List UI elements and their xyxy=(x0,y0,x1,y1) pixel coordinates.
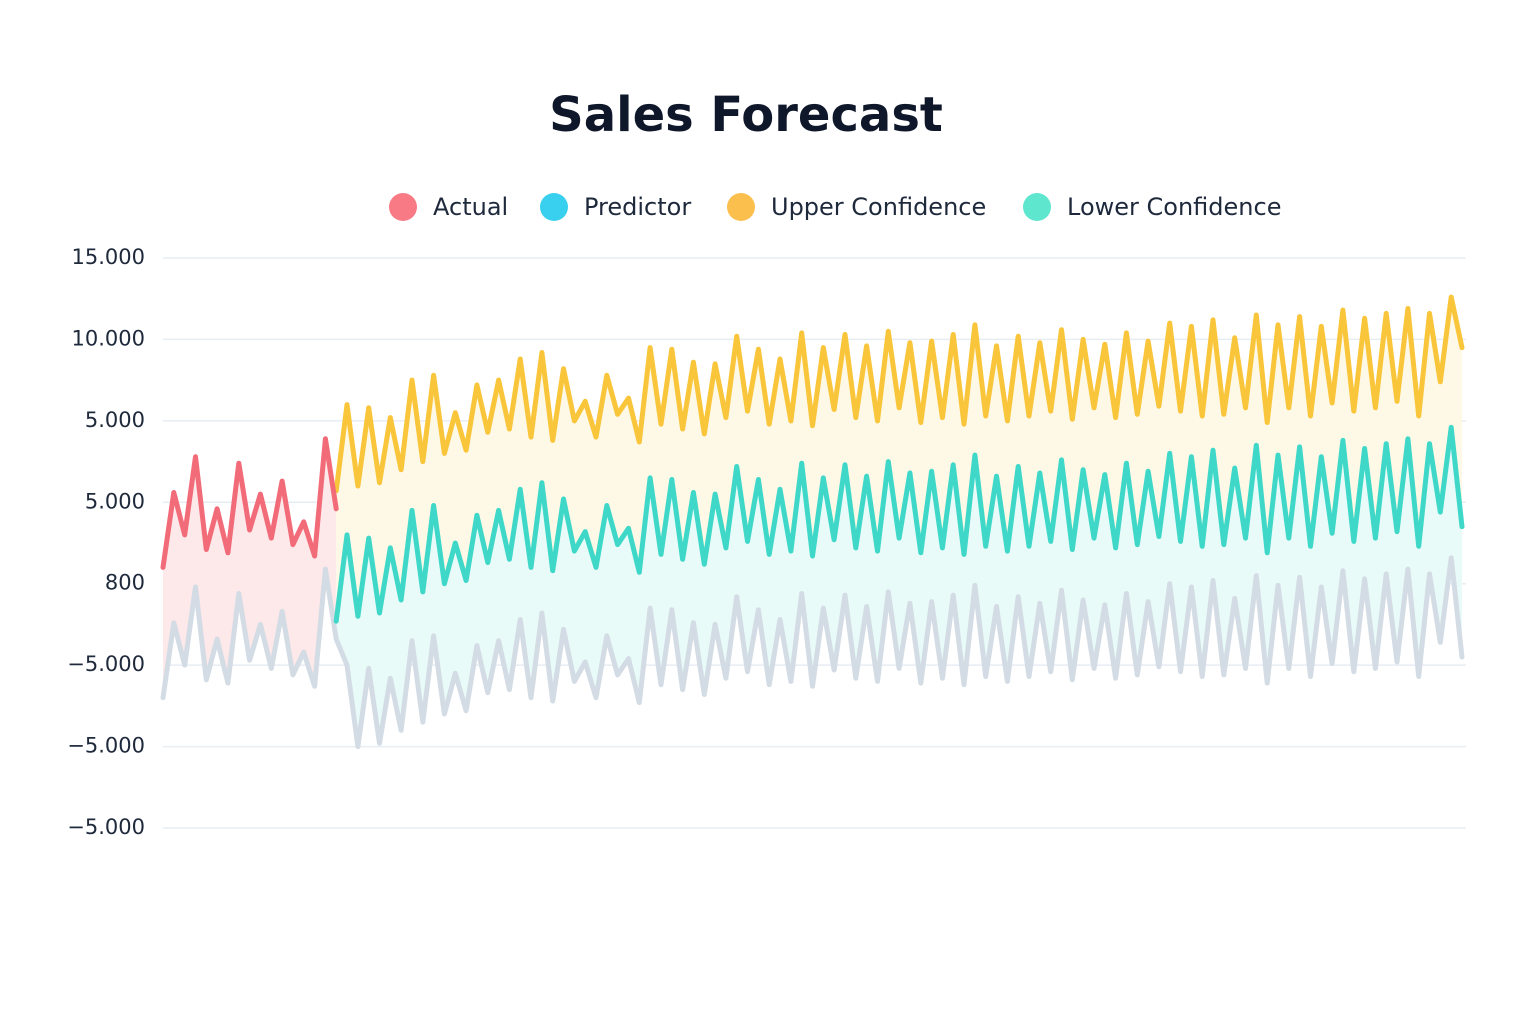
legend-label: Predictor xyxy=(584,193,691,221)
legend-label: Actual xyxy=(433,193,508,221)
series-line xyxy=(333,294,1465,494)
series-line xyxy=(160,555,1465,750)
band-area xyxy=(163,438,337,698)
y-tick-label: 15.000 xyxy=(72,245,145,269)
y-tick-label: 5.000 xyxy=(85,489,145,513)
legend-swatch xyxy=(727,193,755,221)
series-line xyxy=(160,436,339,570)
legend-swatch xyxy=(389,193,417,221)
lines xyxy=(160,294,1465,750)
series-line xyxy=(333,424,1465,624)
chart-title: Sales Forecast xyxy=(549,87,943,143)
y-tick-label: −5.000 xyxy=(67,815,145,839)
legend-swatch xyxy=(1023,193,1051,221)
y-tick-label: 10.000 xyxy=(72,326,145,350)
legend-label: Lower Confidence xyxy=(1067,193,1281,221)
y-tick-label: 5.000 xyxy=(85,408,145,432)
y-tick-label: −5.000 xyxy=(67,652,145,676)
y-tick-label: −5.000 xyxy=(67,734,145,758)
legend-label: Upper Confidence xyxy=(771,193,986,221)
y-tick-label: 800 xyxy=(105,571,145,595)
legend: Actual Predictor Upper Confidence Lower Con… xyxy=(389,193,1281,221)
legend-swatch xyxy=(540,193,568,221)
